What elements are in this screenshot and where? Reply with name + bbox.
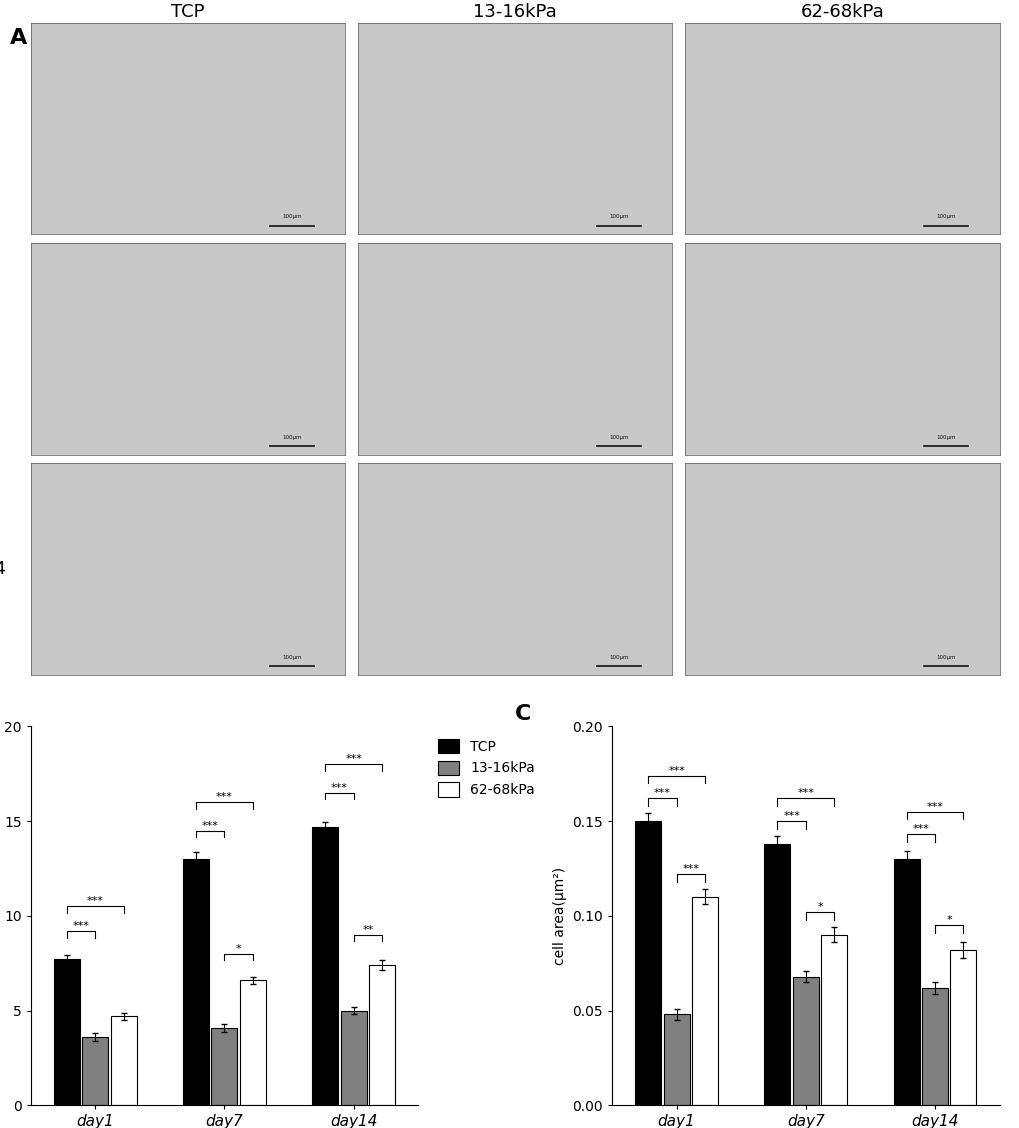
Text: 100μm: 100μm	[608, 214, 628, 220]
Bar	[792, 977, 818, 1105]
Text: ***: ***	[202, 820, 218, 830]
Legend: TCP, 13-16kPa, 62-68kPa: TCP, 13-16kPa, 62-68kPa	[432, 733, 540, 803]
Bar	[763, 844, 790, 1105]
Bar	[83, 1037, 108, 1105]
Bar	[663, 1014, 689, 1105]
Bar	[239, 980, 266, 1105]
Text: ***: ***	[330, 783, 347, 793]
Text: *: *	[816, 902, 822, 913]
Bar	[950, 950, 975, 1105]
Text: ***: ***	[72, 922, 90, 931]
Text: 100μm: 100μm	[935, 214, 955, 220]
Text: ***: ***	[216, 792, 232, 802]
Y-axis label: cell area(μm²): cell area(μm²)	[552, 866, 567, 964]
Text: C: C	[515, 704, 531, 723]
Bar	[635, 821, 660, 1105]
Bar	[312, 827, 338, 1105]
Text: ***: ***	[653, 788, 671, 799]
Bar	[211, 1028, 237, 1105]
Title: 13-16kPa: 13-16kPa	[473, 3, 556, 21]
Text: ***: ***	[925, 802, 943, 811]
Text: A: A	[10, 28, 28, 49]
Text: *: *	[946, 915, 951, 925]
Bar	[340, 1011, 366, 1105]
Text: 100μm: 100μm	[935, 655, 955, 660]
Title: TCP: TCP	[171, 3, 205, 21]
Title: 62-68kPa: 62-68kPa	[800, 3, 883, 21]
Text: ***: ***	[667, 766, 685, 776]
Bar	[893, 860, 919, 1105]
Text: 100μm: 100μm	[281, 655, 302, 660]
Text: 100μm: 100μm	[281, 214, 302, 220]
Bar	[691, 897, 717, 1105]
Text: 100μm: 100μm	[608, 434, 628, 440]
Text: *: *	[235, 944, 242, 954]
Text: ***: ***	[911, 825, 928, 835]
Text: 100μm: 100μm	[608, 655, 628, 660]
Y-axis label: day14: day14	[0, 559, 6, 578]
Text: ***: ***	[682, 864, 699, 874]
Text: 100μm: 100μm	[281, 434, 302, 440]
Legend: TCP, 13-16kPa, 62-68kPa: TCP, 13-16kPa, 62-68kPa	[1013, 733, 1019, 803]
Text: ***: ***	[87, 897, 104, 907]
Bar	[110, 1016, 137, 1105]
Bar	[182, 860, 209, 1105]
Text: ***: ***	[344, 755, 362, 764]
Bar	[820, 935, 847, 1105]
Text: ***: ***	[797, 788, 813, 799]
Bar	[54, 960, 79, 1105]
Text: **: **	[362, 925, 373, 935]
Text: ***: ***	[783, 811, 799, 821]
Text: 100μm: 100μm	[935, 434, 955, 440]
Bar	[921, 988, 947, 1105]
Bar	[369, 966, 394, 1105]
